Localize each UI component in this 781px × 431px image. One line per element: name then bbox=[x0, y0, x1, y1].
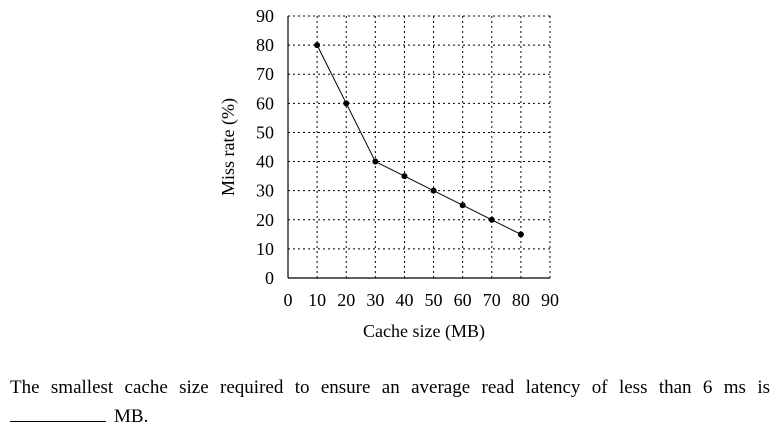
y-tick-label: 80 bbox=[256, 35, 274, 55]
data-point bbox=[314, 42, 321, 49]
x-tick-label: 40 bbox=[395, 290, 413, 310]
answer-blank[interactable] bbox=[10, 402, 106, 422]
answer-unit: MB. bbox=[114, 406, 149, 427]
x-tick-label: 80 bbox=[512, 290, 530, 310]
x-tick-label: 70 bbox=[483, 290, 501, 310]
data-point bbox=[401, 173, 408, 180]
y-tick-label: 50 bbox=[256, 122, 274, 142]
data-series bbox=[314, 42, 524, 238]
question-text: The smallest cache size required to ensu… bbox=[10, 377, 770, 398]
x-tick-label: 0 bbox=[284, 290, 293, 310]
x-tick-label: 30 bbox=[366, 290, 384, 310]
y-tick-label: 0 bbox=[265, 268, 274, 288]
y-tick-label: 90 bbox=[256, 6, 274, 26]
y-tick-label: 10 bbox=[256, 239, 274, 259]
data-point bbox=[430, 187, 437, 194]
tick-labels: 0 10 20 30 40 50 60 70 80 90 0 10 20 30 40 50 60 70 80 90 bbox=[256, 6, 559, 310]
y-axis-label: Miss rate (%) bbox=[218, 98, 239, 196]
y-tick-label: 20 bbox=[256, 210, 274, 230]
answer-line: MB. bbox=[10, 402, 148, 431]
miss-rate-chart: 0 10 20 30 40 50 60 70 80 90 0 10 20 30 40 50 60 70 80 90 C… bbox=[218, 6, 559, 342]
y-tick-label: 40 bbox=[256, 152, 274, 172]
grid-lines bbox=[288, 15, 551, 278]
x-tick-label: 10 bbox=[308, 290, 326, 310]
axes bbox=[287, 16, 550, 279]
data-point bbox=[517, 231, 524, 238]
y-tick-label: 70 bbox=[256, 64, 274, 84]
data-point bbox=[488, 216, 495, 223]
y-tick-label: 30 bbox=[256, 181, 274, 201]
series-line bbox=[316, 44, 522, 235]
data-point bbox=[343, 100, 350, 107]
x-tick-label: 90 bbox=[541, 290, 559, 310]
data-point bbox=[459, 202, 466, 209]
x-axis-label: Cache size (MB) bbox=[363, 321, 485, 342]
x-tick-label: 60 bbox=[454, 290, 472, 310]
data-point bbox=[372, 158, 379, 165]
x-tick-label: 20 bbox=[337, 290, 355, 310]
x-tick-label: 50 bbox=[425, 290, 443, 310]
y-tick-label: 60 bbox=[256, 93, 274, 113]
